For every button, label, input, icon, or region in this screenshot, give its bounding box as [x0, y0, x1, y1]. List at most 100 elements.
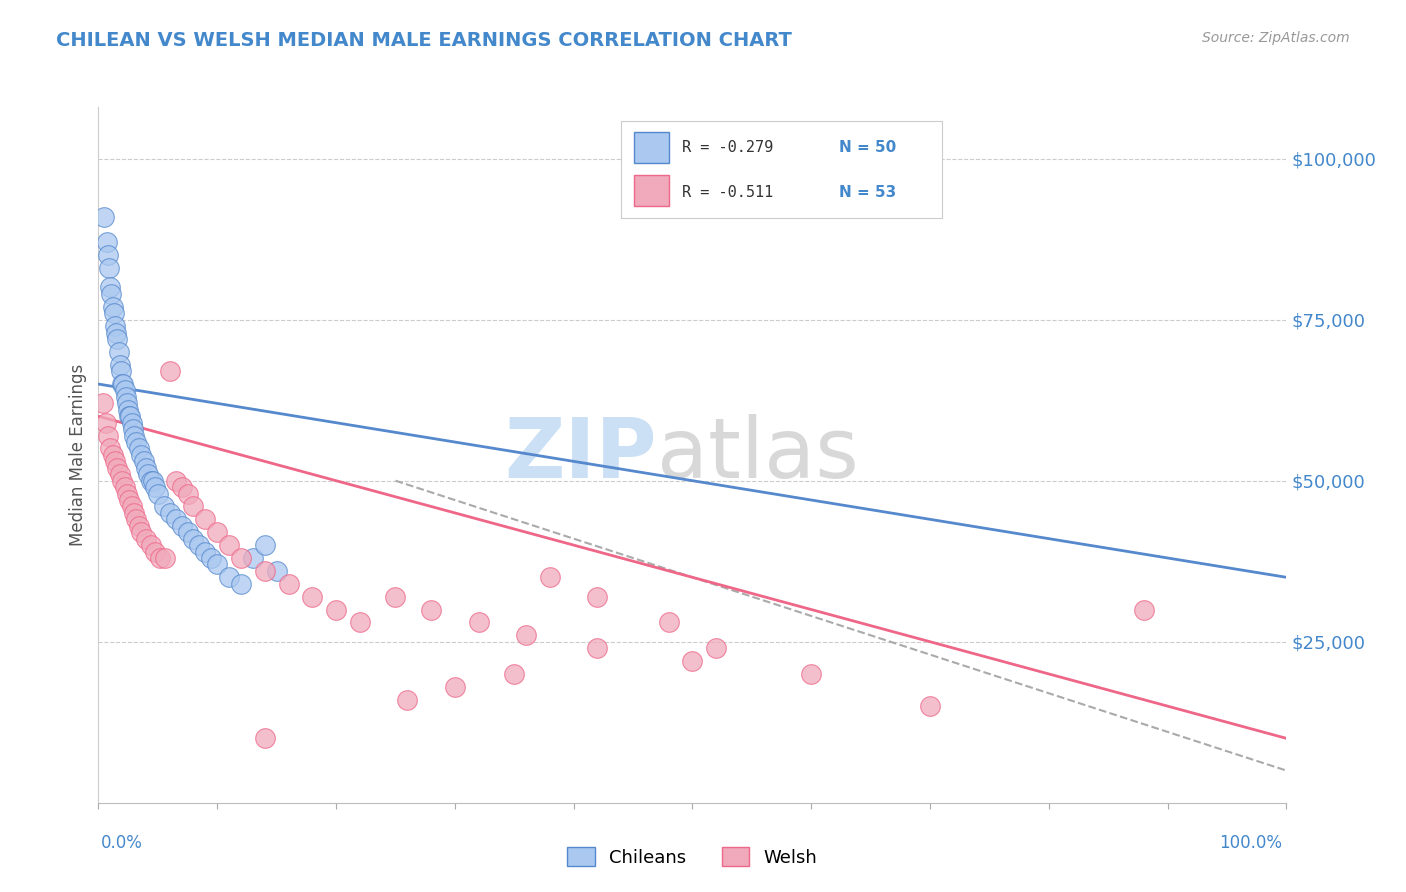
Point: [91, 396, 114, 410]
Point: [122, 506, 145, 520]
Point: [111, 377, 134, 392]
Point: [128, 442, 150, 456]
Text: Source: ZipAtlas.com: Source: ZipAtlas.com: [1202, 31, 1350, 45]
Point: [135, 532, 157, 546]
Point: [200, 551, 222, 566]
Point: [229, 576, 252, 591]
Point: [384, 590, 406, 604]
Point: [170, 480, 193, 494]
Point: [107, 332, 129, 346]
Point: [129, 525, 152, 540]
Point: [266, 564, 288, 578]
Point: [94, 416, 117, 430]
Point: [121, 500, 143, 514]
Point: [100, 286, 122, 301]
Point: [117, 402, 139, 417]
Point: [96, 235, 118, 250]
Point: [149, 551, 172, 566]
Point: [108, 467, 131, 482]
Point: [349, 615, 371, 630]
Point: [800, 667, 823, 681]
Text: 100.0%: 100.0%: [1219, 834, 1282, 852]
Point: [146, 486, 169, 500]
Point: [145, 480, 167, 494]
Point: [122, 428, 145, 442]
Point: [159, 506, 181, 520]
Point: [183, 532, 205, 546]
Point: [108, 358, 131, 372]
Point: [115, 396, 138, 410]
Point: [1133, 602, 1156, 616]
Point: [125, 435, 148, 450]
Point: [658, 615, 681, 630]
Point: [467, 615, 489, 630]
Text: CHILEAN VS WELSH MEDIAN MALE EARNINGS CORRELATION CHART: CHILEAN VS WELSH MEDIAN MALE EARNINGS CO…: [56, 31, 792, 50]
Point: [444, 680, 467, 694]
Point: [142, 474, 165, 488]
Point: [122, 422, 145, 436]
Text: 0.0%: 0.0%: [101, 834, 143, 852]
Point: [586, 641, 609, 656]
Point: [104, 454, 127, 468]
Point: [114, 480, 136, 494]
Text: atlas: atlas: [657, 415, 859, 495]
Point: [538, 570, 561, 584]
Point: [111, 474, 134, 488]
Point: [301, 590, 323, 604]
Point: [128, 518, 150, 533]
Point: [105, 326, 128, 340]
Point: [515, 628, 537, 642]
Point: [704, 641, 727, 656]
Point: [586, 590, 609, 604]
Point: [112, 377, 135, 392]
Point: [420, 602, 443, 616]
Point: [325, 602, 347, 616]
Point: [183, 500, 205, 514]
Point: [118, 409, 141, 424]
Point: [159, 364, 181, 378]
Point: [152, 500, 174, 514]
Point: [165, 512, 187, 526]
Point: [114, 384, 136, 398]
Point: [103, 306, 125, 320]
Point: [135, 460, 157, 475]
Point: [139, 538, 162, 552]
Point: [125, 512, 148, 526]
Point: [253, 538, 276, 552]
Point: [98, 280, 121, 294]
Point: [277, 576, 299, 591]
Point: [107, 344, 129, 359]
Point: [101, 300, 124, 314]
Point: [115, 486, 138, 500]
Point: [153, 551, 176, 566]
Point: [207, 558, 229, 572]
Point: [129, 448, 152, 462]
Point: [242, 551, 264, 566]
Point: [503, 667, 526, 681]
Point: [139, 474, 162, 488]
Point: [188, 538, 211, 552]
Point: [97, 248, 120, 262]
Point: [920, 699, 942, 714]
Point: [121, 416, 143, 430]
Text: ZIP: ZIP: [505, 415, 657, 495]
Point: [132, 454, 155, 468]
Point: [101, 448, 124, 462]
Y-axis label: Median Male Earnings: Median Male Earnings: [69, 364, 87, 546]
Point: [218, 570, 240, 584]
Point: [97, 428, 120, 442]
Point: [170, 518, 193, 533]
Point: [194, 544, 217, 558]
Point: [253, 731, 276, 746]
Point: [120, 409, 142, 424]
Point: [176, 486, 198, 500]
Point: [176, 525, 198, 540]
Point: [104, 319, 127, 334]
Point: [110, 364, 132, 378]
Point: [107, 460, 129, 475]
Point: [165, 474, 187, 488]
Point: [98, 261, 121, 276]
Point: [229, 551, 252, 566]
Point: [194, 512, 217, 526]
Point: [253, 564, 276, 578]
